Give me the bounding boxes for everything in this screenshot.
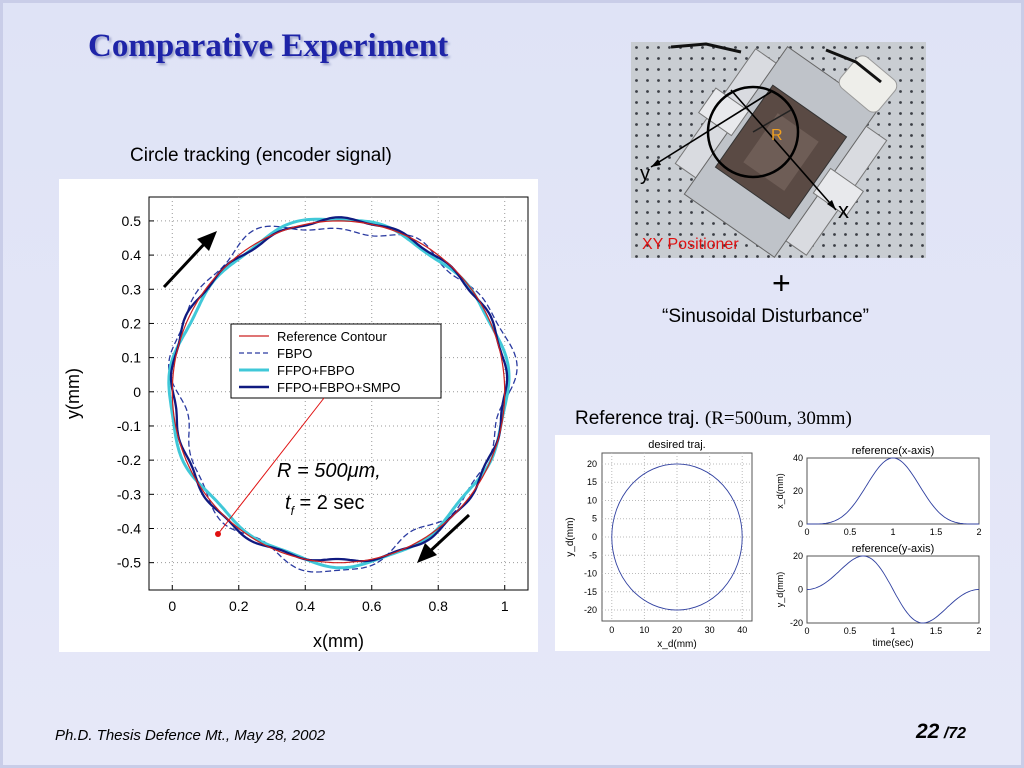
annotation-radius: R = 500μm, [277, 460, 381, 482]
desired-x-tick: 0 [609, 625, 614, 635]
desired-y-tick: 5 [592, 514, 597, 524]
reference-caption-sans: Reference traj. [575, 408, 700, 429]
y-tick-label: -0.1 [117, 418, 141, 434]
desired-x-label: x_d(mm) [657, 639, 696, 650]
desired-y-tick: -10 [584, 569, 597, 579]
ref-y-x-tick: 0 [804, 626, 809, 636]
ref-x-curve [807, 457, 979, 525]
xy-positioner-photo: R x y XY Positioner [631, 42, 926, 258]
x-tick-label: 0.2 [229, 598, 249, 614]
desired-circle [611, 463, 743, 611]
ref-y-x-tick: 1 [890, 626, 895, 636]
arrow-lower-right [425, 513, 471, 556]
arrowhead-upper-left [197, 231, 217, 251]
x-tick-label: 0.8 [429, 598, 449, 614]
ref-x-x-tick: 0.5 [844, 527, 857, 537]
ref-x-plot-area [806, 457, 980, 525]
ref-x-x-tick: 2 [976, 527, 981, 537]
desired-y-tick: 10 [587, 495, 597, 505]
desired-y-tick: 0 [592, 532, 597, 542]
desired-x-tick: 10 [639, 625, 649, 635]
y-tick-label: 0.2 [122, 315, 142, 331]
arrowhead-lower-right [417, 543, 437, 563]
ref-y-x-tick: 0.5 [844, 626, 857, 636]
x-tick-label: 0 [168, 598, 176, 614]
circle-tracking-chart: 0 0.2 0.4 0.6 0.8 1 0.5 0.4 0.3 0.2 0.1 0 -0.1 -0.2 -0… [63, 196, 529, 651]
legend-label: Reference Contour [277, 329, 388, 344]
y-tick-label: 0.1 [122, 350, 142, 366]
ref-y-x-tick: 1.5 [930, 626, 943, 636]
x-tick-label: 0.4 [296, 598, 316, 614]
x-tick-label: 1 [501, 598, 509, 614]
ref-x-y-tick: 0 [798, 519, 803, 529]
main-chart-caption: Circle tracking (encoder signal) [130, 145, 392, 166]
ref-y-curve [806, 555, 980, 624]
desired-y-label: y_d(mm) [565, 517, 576, 556]
desired-x-tick: 40 [737, 625, 747, 635]
ref-y-title: reference(y-axis) [852, 543, 935, 555]
page-current: 22 [916, 720, 940, 743]
reference-panel: desired traj. 0 10 20 30 40 20 15 10 5 0 -5 -10 -15 -2… [555, 435, 990, 651]
annotation-leader [217, 397, 325, 535]
ref-x-x-tick: 1.5 [930, 527, 943, 537]
arrow-upper-left [162, 239, 209, 289]
desired-y-tick: -20 [584, 605, 597, 615]
y-tick-label: -0.2 [117, 452, 141, 468]
direction-arrows [162, 231, 471, 563]
legend: Reference Contour FBPO FFPO+FBPO FFPO+FBPO+… [230, 323, 442, 399]
ref-x-y-label: x_d(mm) [775, 473, 785, 509]
desired-x-tick: 30 [705, 625, 715, 635]
annotation-point [215, 531, 221, 537]
desired-y-tick: 15 [587, 477, 597, 487]
desired-x-tick: 20 [672, 625, 682, 635]
ref-x-x-tick: 1 [890, 527, 895, 537]
photo-label-y: y [640, 163, 650, 185]
series-ffpo-fbpo [167, 217, 511, 570]
page-total: /72 [943, 725, 967, 742]
desired-y-tick: 20 [587, 459, 597, 469]
ref-y-y-tick: 20 [793, 551, 803, 561]
main-chart-panel: 0 0.2 0.4 0.6 0.8 1 0.5 0.4 0.3 0.2 0.1 0 -0.1 -0.2 -0… [59, 179, 538, 652]
disturbance-caption: “Sinusoidal Disturbance” [662, 306, 869, 327]
page-number: 22 /72 [916, 720, 966, 744]
footer-text: Ph.D. Thesis Defence Mt., May 28, 2002 [55, 727, 326, 744]
reference-charts: desired traj.0 10 20 30 4020151050-5-10-15-2… [565, 439, 982, 650]
ref-x-title: reference(x-axis) [852, 445, 935, 457]
legend-label: FFPO+FBPO [277, 363, 355, 378]
ref-y-x-label: time(sec) [872, 638, 913, 649]
annotation-time: tf = 2 sec [285, 492, 365, 518]
photo-caption: XY Positioner [642, 236, 739, 253]
desired-y-tick: -5 [589, 550, 597, 560]
ref-y-x-tick: 2 [976, 626, 981, 636]
reference-caption-serif: (R=500um, 30mm) [704, 408, 852, 429]
legend-label: FBPO [277, 346, 312, 361]
x-tick-label: 0.6 [362, 598, 382, 614]
y-tick-label: -0.4 [117, 520, 141, 536]
x-axis-label: x(mm) [313, 631, 364, 651]
photo-label-r: R [771, 127, 783, 144]
ref-y-y-label: y_d(mm) [775, 572, 785, 608]
y-tick-label: -0.5 [117, 555, 141, 571]
ref-y-y-tick: -20 [790, 618, 803, 628]
series-fbpo [168, 225, 518, 573]
series-reference [171, 220, 506, 564]
y-tick-label: 0.5 [122, 213, 142, 229]
desired-traj-title: desired traj. [648, 439, 705, 451]
ref-x-y-tick: 20 [793, 486, 803, 496]
y-tick-label: -0.3 [117, 486, 141, 502]
slide-title: Comparative Experiment [88, 28, 449, 64]
y-tick-label: 0.4 [122, 247, 142, 263]
y-tick-label: 0 [133, 384, 141, 400]
reference-caption: Reference traj. (R=500um, 30mm) [575, 408, 852, 430]
y-axis-label: y(mm) [63, 368, 83, 419]
desired-y-tick: -15 [584, 587, 597, 597]
y-tick-label: 0.3 [122, 281, 142, 297]
plus-sign: + [772, 265, 791, 301]
photo-label-x: x [838, 198, 849, 223]
ref-x-x-tick: 0 [804, 527, 809, 537]
legend-label: FFPO+FBPO+SMPO [277, 380, 401, 395]
ref-y-y-tick: 0 [798, 585, 803, 595]
ref-x-y-tick: 40 [793, 453, 803, 463]
